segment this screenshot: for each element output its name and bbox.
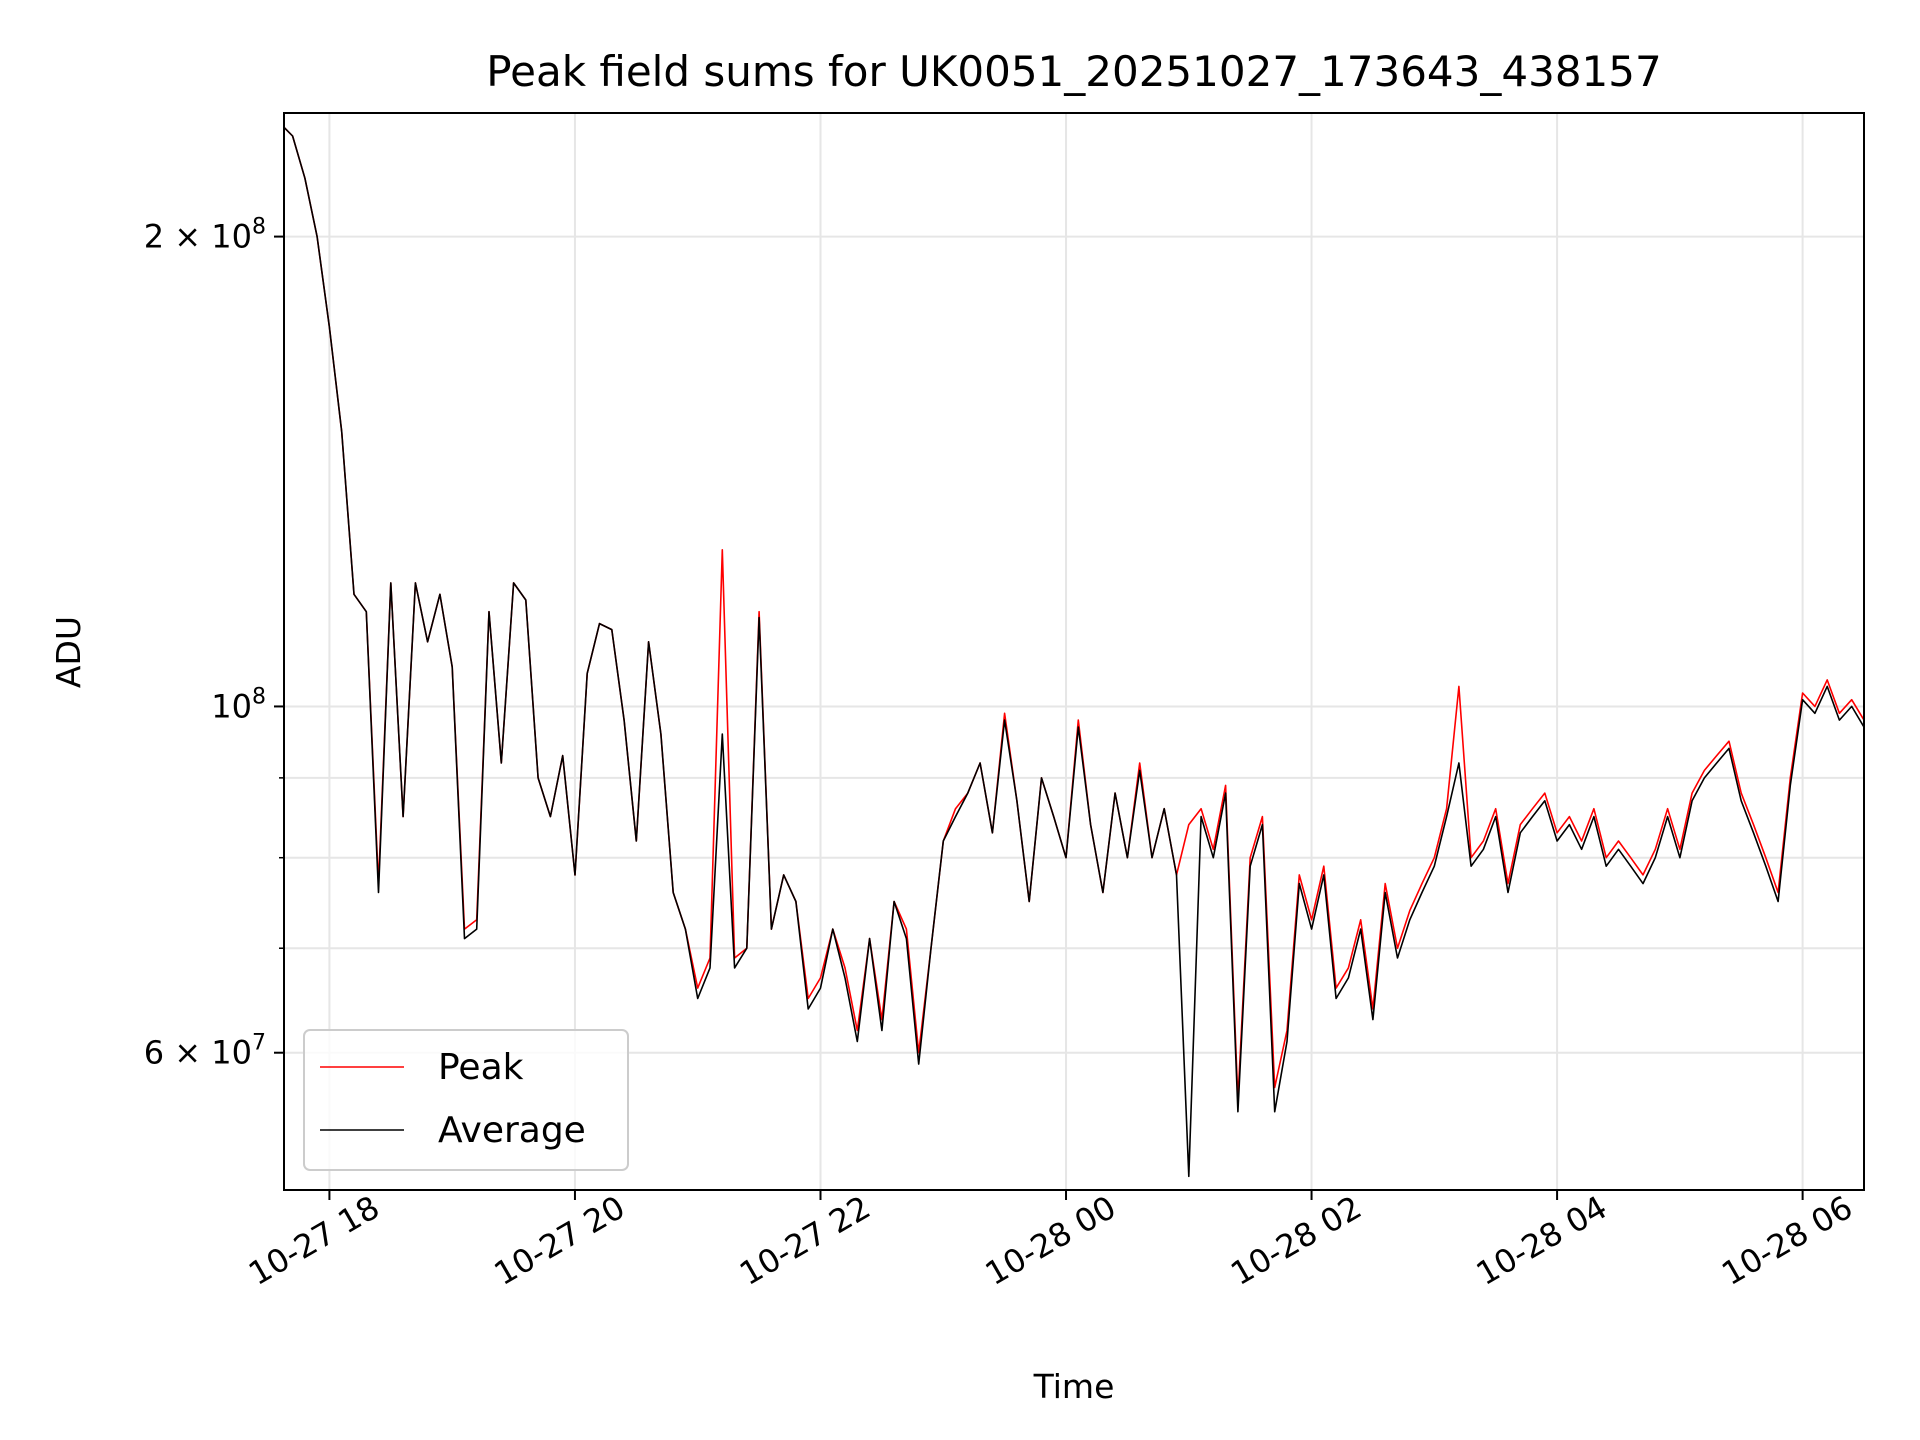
y-tick-label: 108 [211,684,266,725]
y-tick-label: 2 × 108 [144,215,266,256]
y-tick-label: 6 × 107 [144,1031,266,1072]
legend: Peak Average [303,1029,629,1171]
plot-frame [283,112,1865,1191]
series-line-average [284,126,1864,1178]
legend-box [303,1029,629,1171]
legend-label-peak: Peak [438,1047,524,1088]
x-axis-title: Time [1033,1367,1115,1406]
legend-label-average: Average [438,1110,586,1151]
chart-title: Peak field sums for UK0051_20251027_1736… [486,47,1661,96]
series-layer [284,126,1864,1178]
y-axis-title: ADU [49,616,88,688]
